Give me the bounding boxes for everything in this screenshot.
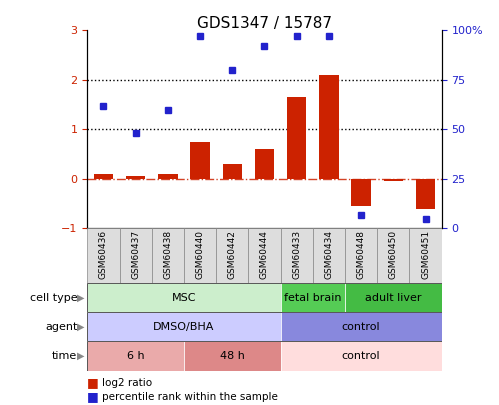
Bar [280, 283, 345, 312]
Text: time: time [52, 351, 77, 361]
Text: fetal brain: fetal brain [284, 293, 341, 303]
Text: ■: ■ [87, 390, 99, 403]
Text: GDS1347 / 15787: GDS1347 / 15787 [197, 16, 332, 31]
Text: GSM60451: GSM60451 [421, 230, 430, 279]
Bar [287, 97, 306, 179]
Bar [87, 312, 280, 341]
Bar [126, 177, 145, 179]
Text: ▶: ▶ [77, 293, 85, 303]
Text: MSC: MSC [172, 293, 196, 303]
Text: GSM60438: GSM60438 [163, 230, 172, 279]
Bar [184, 341, 280, 371]
Bar [409, 228, 442, 283]
Bar [191, 142, 210, 179]
Text: GSM60442: GSM60442 [228, 230, 237, 279]
Bar [280, 341, 442, 371]
Text: 48 h: 48 h [220, 351, 245, 361]
Text: control: control [342, 351, 380, 361]
Text: DMSO/BHA: DMSO/BHA [153, 322, 215, 332]
Text: GSM60444: GSM60444 [260, 230, 269, 279]
Text: log2 ratio: log2 ratio [102, 378, 152, 388]
Bar [216, 228, 249, 283]
Text: GSM60433: GSM60433 [292, 230, 301, 279]
Text: GSM60434: GSM60434 [324, 230, 333, 279]
Bar [223, 164, 242, 179]
Bar [158, 174, 178, 179]
Bar [87, 283, 280, 312]
Bar [313, 228, 345, 283]
Text: ▶: ▶ [77, 351, 85, 361]
Text: 6 h: 6 h [127, 351, 144, 361]
Text: adult liver: adult liver [365, 293, 422, 303]
Bar [87, 341, 184, 371]
Bar [345, 228, 377, 283]
Text: cell type: cell type [30, 293, 77, 303]
Text: GSM60450: GSM60450 [389, 230, 398, 279]
Bar [184, 228, 216, 283]
Text: ▶: ▶ [77, 322, 85, 332]
Text: GSM60436: GSM60436 [99, 230, 108, 279]
Bar [249, 228, 280, 283]
Bar [120, 228, 152, 283]
Bar [319, 75, 338, 179]
Text: GSM60448: GSM60448 [357, 230, 366, 279]
Text: ■: ■ [87, 376, 99, 389]
Bar [152, 228, 184, 283]
Bar [416, 179, 435, 209]
Bar [384, 179, 403, 181]
Bar [94, 174, 113, 179]
Bar [351, 179, 371, 206]
Text: GSM60437: GSM60437 [131, 230, 140, 279]
Bar [345, 283, 442, 312]
Bar [280, 312, 442, 341]
Bar [255, 149, 274, 179]
Text: agent: agent [45, 322, 77, 332]
Text: GSM60440: GSM60440 [196, 230, 205, 279]
Bar [280, 228, 313, 283]
Bar [87, 228, 120, 283]
Text: percentile rank within the sample: percentile rank within the sample [102, 392, 278, 402]
Text: control: control [342, 322, 380, 332]
Bar [377, 228, 409, 283]
